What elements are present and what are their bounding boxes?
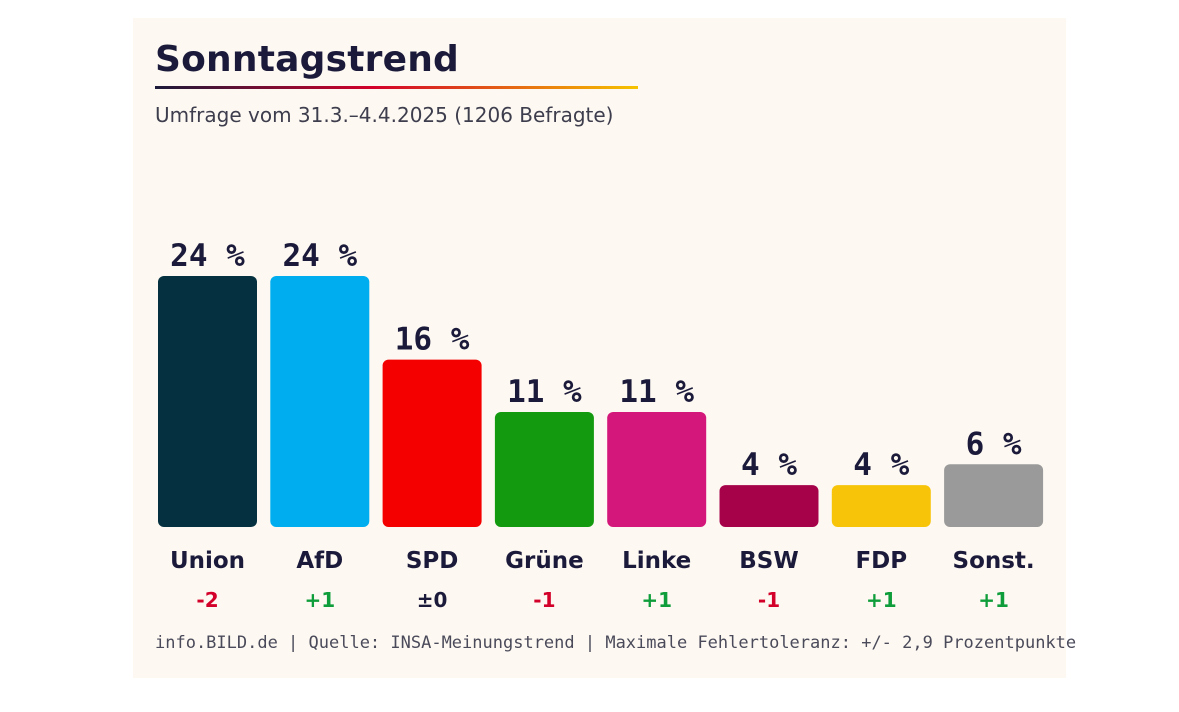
bar-union [158, 276, 257, 527]
value-label-union: 24 % [170, 238, 245, 274]
change-label-sonst: +1 [978, 588, 1009, 612]
category-label-grne: Grüne [505, 548, 584, 574]
change-label-bsw: -1 [758, 588, 780, 612]
value-label-afd: 24 % [282, 238, 357, 274]
title-underline [155, 86, 638, 89]
change-label-linke: +1 [641, 588, 672, 612]
bar-grne [494, 411, 594, 527]
value-label-spd: 16 % [395, 322, 470, 358]
category-label-afd: AfD [296, 548, 343, 574]
category-label-sonst: Sonst. [953, 548, 1035, 574]
chart-subtitle: Umfrage vom 31.3.–4.4.2025 (1206 Befragt… [155, 103, 614, 127]
value-label-sonst: 6 % [966, 426, 1022, 462]
bar-spd [382, 359, 482, 527]
bar-chart: 24 % Union -2 24 % AfD +1 16 % SPD ±0 11 % Grüne -1… [158, 238, 1044, 612]
bar-bsw [719, 485, 819, 527]
category-label-union: Union [170, 548, 245, 574]
source-footer: info.BILD.de | Quelle: INSA-Meinungstren… [155, 633, 1077, 653]
value-label-linke: 11 % [619, 374, 694, 410]
category-label-bsw: BSW [739, 548, 798, 574]
change-label-grne: -1 [533, 588, 555, 612]
value-label-fdp: 4 % [853, 447, 909, 483]
category-label-linke: Linke [622, 548, 691, 574]
bar-afd [270, 276, 370, 527]
change-label-fdp: +1 [866, 588, 897, 612]
bar-fdp [831, 485, 931, 527]
chart-card: Sonntagstrend Umfrage vom 31.3.–4.4.2025… [133, 18, 1076, 678]
value-label-bsw: 4 % [741, 447, 797, 483]
bar-linke [607, 411, 707, 527]
bar-sonst [944, 464, 1044, 527]
category-label-spd: SPD [406, 548, 459, 574]
value-label-grne: 11 % [507, 374, 582, 410]
chart-title: Sonntagstrend [155, 39, 459, 80]
category-label-fdp: FDP [855, 548, 907, 574]
change-label-afd: +1 [304, 588, 335, 612]
change-label-spd: ±0 [417, 588, 448, 612]
change-label-union: -2 [196, 588, 218, 612]
